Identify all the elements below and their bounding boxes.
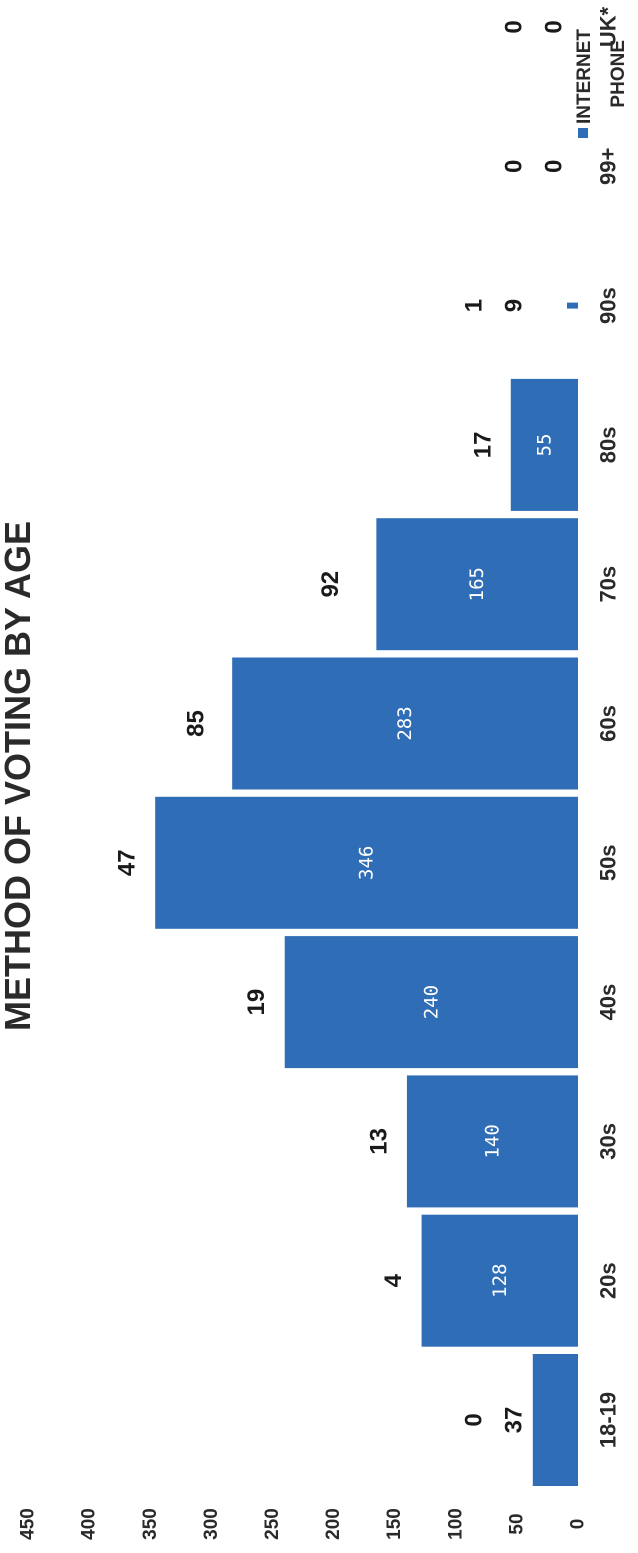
internet-bar [510,378,578,511]
internet-data-label: 240 [420,985,442,1019]
y-tick-label: 200 [323,1508,344,1540]
phone-data-label: 0 [501,160,528,173]
internet-bar [376,518,578,651]
phone-data-label: 19 [243,989,270,1016]
internet-bar [567,302,578,309]
x-tick-label: UK* [596,6,621,47]
internet-bar [406,1075,578,1208]
internet-data-label: 0 [541,20,568,33]
phone-data-label: 0 [461,1413,488,1426]
internet-bar [284,936,578,1069]
chart-title: METHOD OF VOTING BY AGE [0,521,38,1031]
legend-internet-label: INTERNET [574,29,595,124]
x-tick-label: 90s [596,287,621,324]
y-tick-label: 50 [506,1513,527,1534]
legend-phone-label: PHONE [608,40,629,108]
internet-data-label: 346 [356,846,378,880]
x-tick-label: 60s [596,705,621,742]
x-tick-label: 80s [596,427,621,464]
y-tick-label: 450 [18,1508,39,1540]
internet-bar [155,796,579,929]
phone-data-label: 17 [469,432,496,459]
x-tick-label: 40s [596,984,621,1021]
internet-bar [232,657,578,790]
internet-data-label: 55 [533,433,555,456]
phone-data-label: 1 [461,299,488,312]
x-tick-label: 50s [596,844,621,881]
internet-data-label: 37 [501,1407,528,1434]
phone-data-label: 47 [114,849,141,876]
internet-bar [532,1354,578,1486]
x-tick-label: 30s [596,1123,621,1160]
y-tick-label: 250 [262,1508,283,1540]
x-tick-label: 99+ [596,148,621,185]
phone-data-label: 85 [183,710,210,737]
x-tick-label: 20s [596,1262,621,1299]
x-tick-label: 70s [596,566,621,603]
internet-data-label: 0 [541,160,568,173]
internet-data-label: 9 [501,299,528,312]
y-tick-label: 150 [384,1508,405,1540]
internet-bar [421,1214,578,1347]
phone-data-label: 92 [317,571,344,598]
phone-data-label: 4 [380,1273,407,1287]
y-tick-label: 400 [79,1508,100,1540]
y-tick-label: 350 [140,1508,161,1540]
plot-area: 05010015020025030035040045018-1937020s12… [18,6,621,1539]
x-tick-label: 18-19 [596,1392,621,1448]
y-tick-label: 0 [568,1519,589,1530]
internet-data-label: 165 [466,567,488,601]
legend: PHONE INTERNET [574,29,629,138]
phone-data-label: 0 [501,20,528,33]
internet-data-label: 283 [394,706,416,740]
phone-data-label: 13 [365,1128,392,1155]
legend-internet-swatch [578,128,588,138]
y-tick-label: 300 [201,1508,222,1540]
internet-data-label: 140 [481,1124,503,1158]
internet-data-label: 128 [489,1264,511,1298]
y-tick-label: 100 [445,1508,466,1540]
